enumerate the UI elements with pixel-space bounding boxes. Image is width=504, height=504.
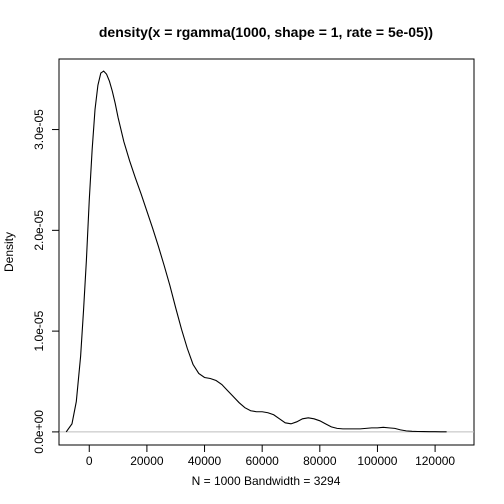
x-tick-label: 60000	[245, 454, 279, 468]
x-axis-label: N = 1000 Bandwidth = 3294	[192, 474, 341, 488]
y-tick-label: 1.0e-05	[32, 310, 46, 351]
y-tick-label: 0.0e+00	[32, 410, 46, 454]
x-tick-label: 120000	[415, 454, 455, 468]
y-axis: 0.0e+00 1.0e-05 2.0e-05 3.0e-05	[32, 109, 60, 454]
plot-frame	[58, 58, 475, 446]
x-tick-label: 80000	[303, 454, 337, 468]
y-tick-label: 3.0e-05	[32, 109, 46, 150]
x-axis: 0 20000 40000 60000 80000 100000 120000	[86, 444, 455, 468]
density-curve	[65, 70, 447, 433]
chart-title: density(x = rgamma(1000, shape = 1, rate…	[99, 24, 433, 40]
x-tick-label: 20000	[130, 454, 164, 468]
x-tick-label: 40000	[188, 454, 222, 468]
y-axis-label: Density	[2, 232, 16, 272]
y-tick-label: 2.0e-05	[32, 210, 46, 251]
x-tick-label: 0	[86, 454, 93, 468]
x-tick-label: 100000	[357, 454, 397, 468]
